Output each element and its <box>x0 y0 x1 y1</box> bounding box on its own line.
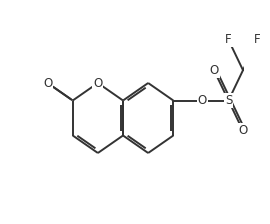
Text: O: O <box>209 64 219 77</box>
Text: F: F <box>225 33 232 46</box>
Text: O: O <box>238 124 248 137</box>
Text: S: S <box>225 94 232 107</box>
Text: F: F <box>254 33 261 46</box>
Text: O: O <box>43 77 52 90</box>
Text: O: O <box>198 94 207 107</box>
Text: O: O <box>93 77 103 90</box>
Text: F: F <box>269 64 270 77</box>
